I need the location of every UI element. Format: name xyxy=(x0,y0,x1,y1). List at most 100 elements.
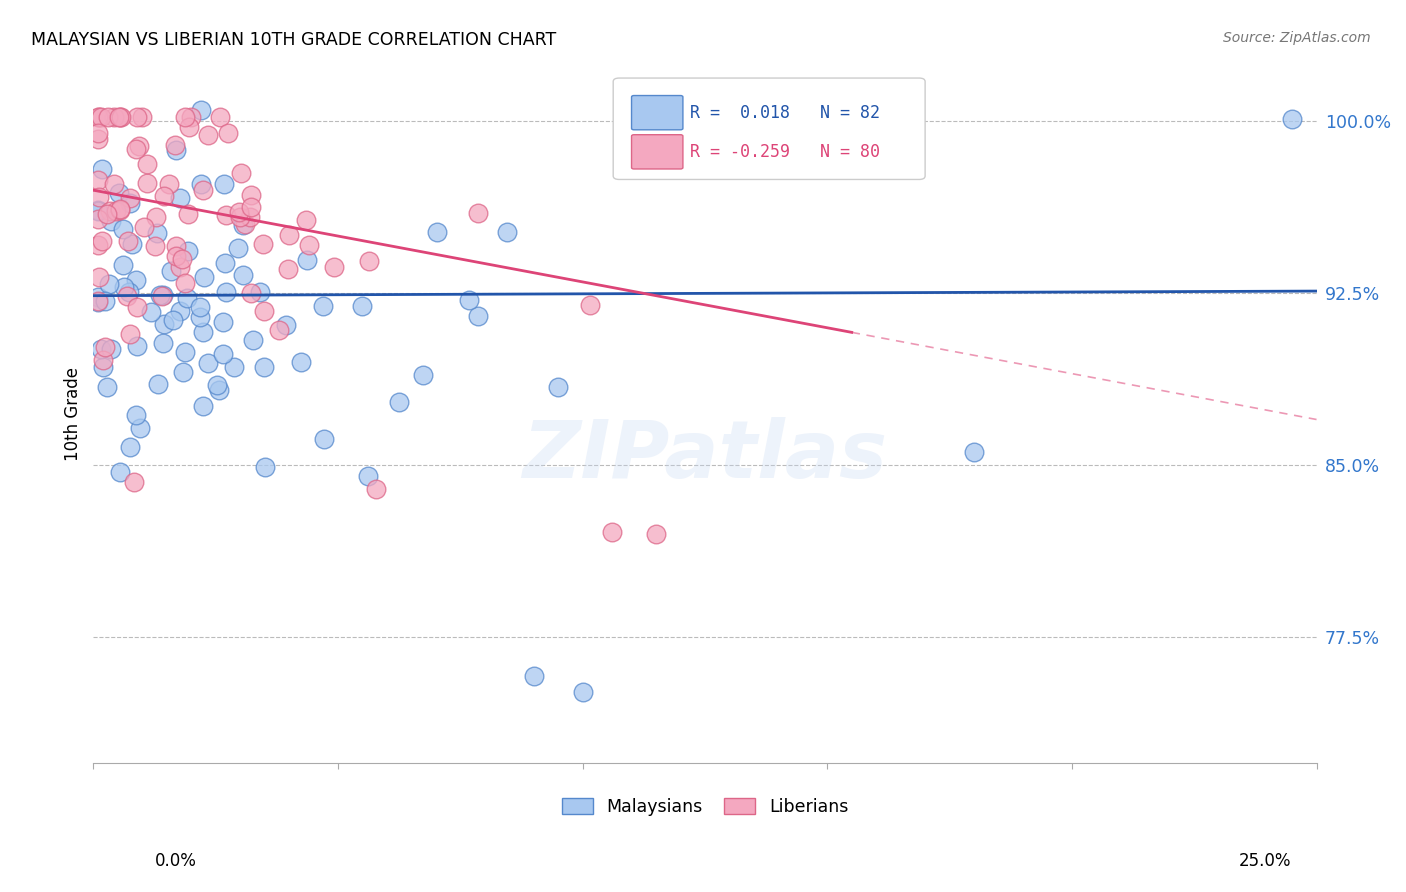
Point xyxy=(208,384,231,398)
Point xyxy=(226,241,249,255)
Text: 0.0%: 0.0% xyxy=(155,852,197,870)
Point xyxy=(169,304,191,318)
Point xyxy=(145,211,167,225)
Point xyxy=(120,326,142,341)
Point xyxy=(146,377,169,392)
Point xyxy=(357,469,380,483)
Point xyxy=(174,345,197,359)
Point xyxy=(121,236,143,251)
Point xyxy=(87,269,110,284)
Point xyxy=(152,317,174,331)
Point xyxy=(274,318,297,332)
Point xyxy=(232,268,254,282)
Point xyxy=(467,309,489,323)
Point xyxy=(120,440,142,454)
Point xyxy=(100,214,122,228)
Text: Source: ZipAtlas.com: Source: ZipAtlas.com xyxy=(1223,31,1371,45)
Point xyxy=(233,217,256,231)
Point xyxy=(249,285,271,299)
Point xyxy=(87,110,110,124)
Point xyxy=(571,685,593,699)
Point xyxy=(125,339,148,353)
Point xyxy=(350,300,373,314)
Point xyxy=(215,208,238,222)
Point xyxy=(148,287,170,301)
Point xyxy=(188,310,211,325)
Point xyxy=(96,380,118,394)
Point xyxy=(136,176,159,190)
Point xyxy=(214,256,236,270)
Point xyxy=(212,178,235,192)
Point xyxy=(157,177,180,191)
Point xyxy=(600,524,623,539)
Point xyxy=(364,482,387,496)
Point xyxy=(87,132,110,146)
Point xyxy=(129,421,152,435)
Point xyxy=(177,244,200,258)
Point xyxy=(269,323,291,337)
Point xyxy=(173,276,195,290)
Point xyxy=(215,285,238,299)
Point xyxy=(107,186,129,201)
Point xyxy=(458,293,481,307)
Point xyxy=(212,315,235,329)
Point xyxy=(387,395,409,409)
Point xyxy=(152,335,174,350)
Point xyxy=(197,355,219,369)
Text: ZIPatlas: ZIPatlas xyxy=(523,417,887,495)
Point xyxy=(239,285,262,300)
Point xyxy=(160,264,183,278)
Point xyxy=(105,204,128,219)
Point xyxy=(90,162,112,177)
Point xyxy=(193,399,215,413)
Point xyxy=(208,110,231,124)
Point xyxy=(143,239,166,253)
Point xyxy=(128,139,150,153)
Point xyxy=(108,202,131,217)
Point xyxy=(222,359,245,374)
Point xyxy=(125,273,148,287)
Point xyxy=(97,110,120,124)
Point xyxy=(311,299,333,313)
Point xyxy=(179,120,201,134)
Point xyxy=(125,408,148,422)
Point xyxy=(239,201,262,215)
Point xyxy=(165,249,187,263)
Point xyxy=(131,110,153,124)
Point xyxy=(252,236,274,251)
FancyBboxPatch shape xyxy=(613,78,925,179)
FancyBboxPatch shape xyxy=(631,135,683,169)
Text: R = -0.259   N = 80: R = -0.259 N = 80 xyxy=(690,144,880,161)
Point xyxy=(103,177,125,191)
Point xyxy=(253,304,276,318)
Point xyxy=(110,465,132,479)
Point xyxy=(165,138,187,153)
Point xyxy=(217,126,239,140)
Point xyxy=(87,237,110,252)
Point xyxy=(295,253,318,268)
Point xyxy=(228,204,250,219)
Point xyxy=(153,188,176,202)
Point xyxy=(190,103,212,117)
Point xyxy=(963,444,986,458)
Point xyxy=(242,333,264,347)
Point xyxy=(197,128,219,142)
Point xyxy=(254,459,277,474)
Point xyxy=(212,347,235,361)
Point xyxy=(91,360,114,375)
Point xyxy=(112,280,135,294)
Point xyxy=(87,211,110,226)
Point xyxy=(118,285,141,299)
Point xyxy=(547,380,569,394)
Point xyxy=(191,325,214,339)
Point xyxy=(108,110,131,124)
Point xyxy=(190,300,212,314)
Point xyxy=(426,225,449,239)
Point xyxy=(108,202,131,217)
Point xyxy=(190,177,212,191)
Point xyxy=(467,206,489,220)
Point xyxy=(127,110,149,124)
Point xyxy=(165,238,187,252)
Point xyxy=(232,218,254,232)
Point xyxy=(87,294,110,309)
